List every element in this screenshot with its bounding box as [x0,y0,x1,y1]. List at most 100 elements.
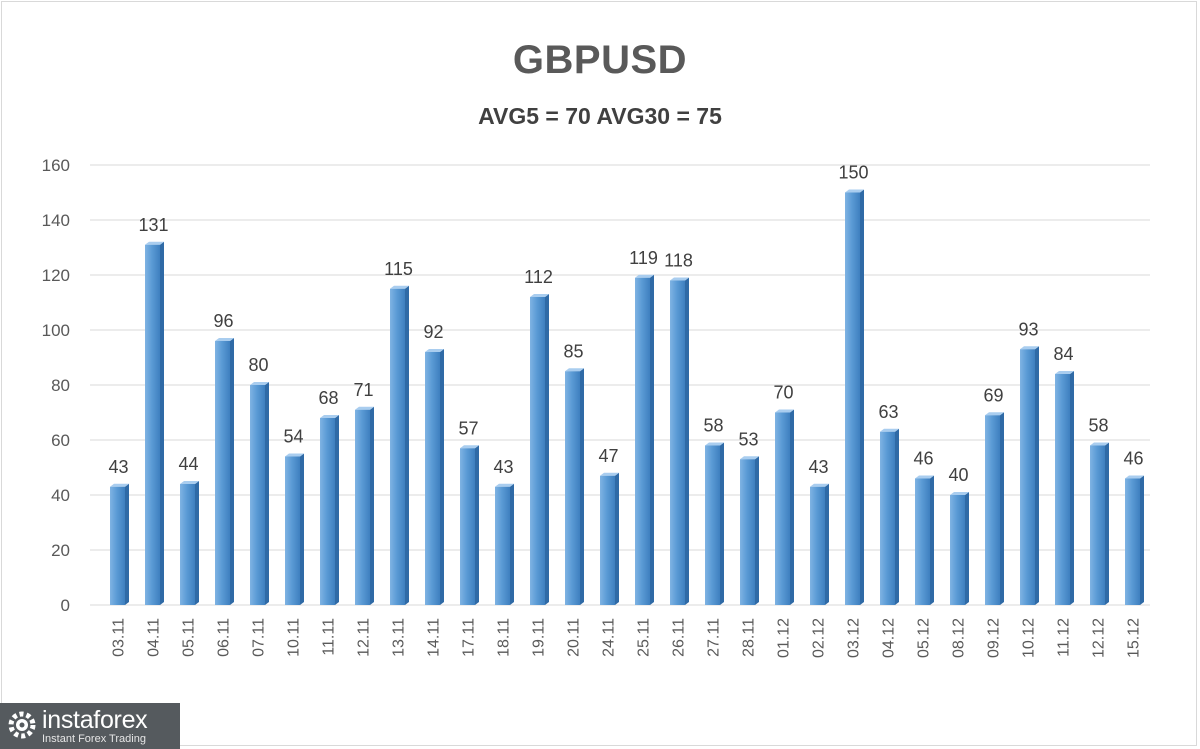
bar-side [580,368,584,605]
data-label: 68 [318,388,338,408]
bar [915,478,930,605]
bar [180,484,195,605]
bar [950,495,965,605]
data-label: 70 [773,383,793,403]
x-tick-label: 24.11 [601,618,618,657]
bar [600,475,615,605]
bar [110,486,125,605]
bar-top [1055,371,1074,374]
data-label: 44 [178,454,198,474]
bar-top [180,481,199,484]
bar-top [705,442,724,446]
bar-side [265,382,269,605]
x-tick-label: 08.12 [951,618,968,658]
bar-top [145,241,164,245]
data-label: 71 [353,380,373,400]
bar-top [810,483,829,487]
bar [355,409,370,605]
bar [775,412,790,605]
bar-top [670,277,689,281]
x-tick-label: 25.11 [636,618,653,657]
instaforex-logo: instaforex Instant Forex Trading [0,703,180,749]
x-tick-label: 26.11 [671,618,688,657]
data-label: 63 [878,402,898,422]
bar [495,486,510,605]
bar [285,456,300,605]
gear-logo-icon [8,711,36,739]
y-tick-label: 120 [42,266,70,285]
bar-side [335,415,339,605]
x-tick-label: 09.12 [986,618,1003,658]
bar-top [320,415,339,418]
bar [705,445,720,605]
data-label: 92 [423,322,443,342]
logo-name: instaforex [42,706,148,734]
bar [390,288,405,605]
data-label: 46 [913,449,933,469]
bar [810,486,825,605]
data-label: 58 [1088,416,1108,436]
bar-top [250,382,269,385]
bar-top [635,274,654,278]
data-label: 119 [629,248,658,268]
bar [145,244,160,605]
bar-side [230,338,234,605]
bar-top [1090,442,1109,446]
bar [880,431,895,605]
bar [565,371,580,605]
x-tick-label: 06.11 [216,618,233,657]
bar-side [1070,371,1074,605]
bar-side [860,189,864,605]
x-tick-label: 03.12 [846,618,863,658]
bar [1055,374,1070,605]
bar [215,341,230,605]
x-tick-label: 10.11 [286,618,303,657]
bar-top [740,456,759,460]
bar-top [460,445,479,449]
bar-top [1020,346,1039,350]
bar-top [985,412,1004,416]
data-label: 43 [808,457,828,477]
bar-side [405,285,409,605]
bar-side [1035,346,1039,605]
bar-side [825,483,829,605]
x-tick-label: 18.11 [496,618,513,657]
bar-side [755,456,759,605]
x-tick-label: 11.11 [321,618,338,656]
y-tick-label: 40 [51,486,70,505]
bar [1020,349,1035,605]
bar-top [530,294,549,297]
bar-side [300,453,304,605]
bar-top [775,409,794,413]
data-label: 53 [738,429,758,449]
x-tick-label: 15.12 [1126,618,1143,658]
x-tick-label: 07.11 [251,618,268,657]
bar-top [110,483,129,487]
bar [845,192,860,605]
x-tick-label: 13.11 [391,618,408,657]
bar [250,385,265,605]
y-tick-label: 160 [42,156,70,175]
bar-side [510,483,514,605]
bar-top [915,475,934,479]
data-label: 58 [703,416,723,436]
bar-top [1125,475,1144,479]
data-label: 84 [1053,344,1073,364]
bar [460,448,475,605]
data-label: 118 [664,251,693,271]
y-tick-label: 0 [61,596,70,615]
bar-side [650,274,654,605]
bar-top [215,338,234,341]
bar-top [845,189,864,193]
data-label: 96 [213,311,233,331]
x-tick-label: 17.11 [461,618,478,657]
bar-side [1000,412,1004,605]
bar-top [950,492,969,495]
data-label: 46 [1123,449,1143,469]
bar-side [685,277,689,605]
bar-side [895,428,899,605]
x-tick-label: 27.11 [706,618,723,657]
bar-side [720,442,724,605]
bar-side [125,483,129,605]
